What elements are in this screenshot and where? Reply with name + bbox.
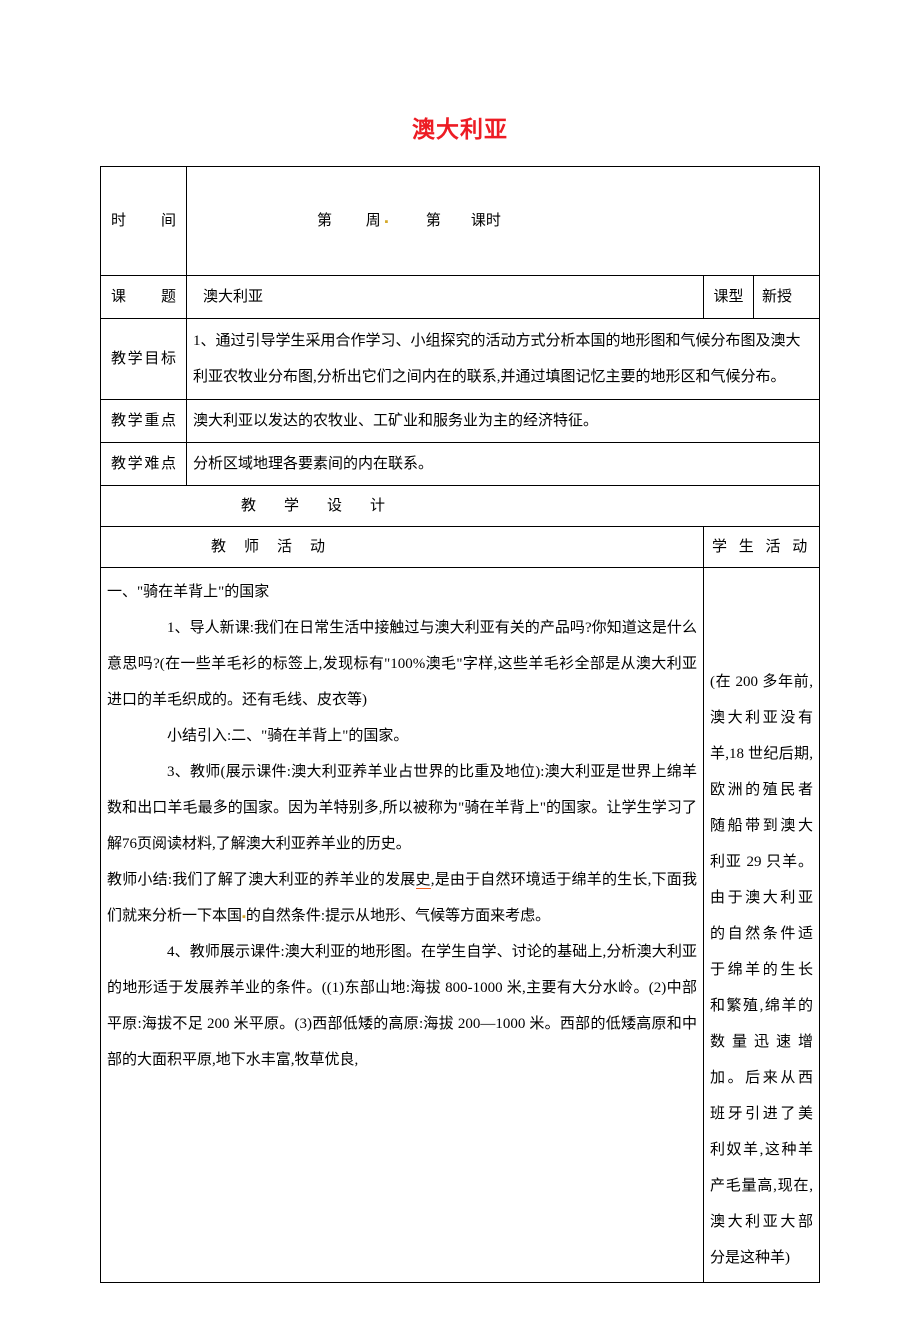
row-time: 时 间 第 周 ▪ 第 课时	[101, 167, 820, 276]
lesson-plan-table: 时 间 第 周 ▪ 第 课时 课 题 澳大利亚 课型 新授 教学目标 1、通过引…	[100, 166, 820, 1283]
value-type: 新授	[753, 276, 819, 319]
row-topic: 课 题 澳大利亚 课型 新授	[101, 276, 820, 319]
document-page: 澳大利亚 时 间 第 周 ▪ 第 课时 课 题 澳大利亚 课型 新授 教学目标	[0, 0, 920, 1323]
teacher-p4-text: 3、教师(展示课件:澳大利亚养羊业占世界的比重及地位):澳大利亚是世界上绵羊数和…	[107, 764, 697, 852]
design-header-end: 计	[370, 498, 385, 514]
design-header-span: 教学设	[241, 498, 370, 514]
teacher-hdr-span: 教师活	[211, 539, 310, 555]
teacher-p3: 小结引入:二、"骑在羊背上"的国家。	[107, 718, 697, 754]
value-time: 第 周 ▪ 第 课时	[187, 167, 820, 276]
row-focus: 教学重点 澳大利亚以发达的农牧业、工矿业和服务业为主的经济特征。	[101, 400, 820, 443]
row-activity-header: 教师活动 学 生 活 动	[101, 527, 820, 568]
student-body-spacer	[710, 574, 813, 664]
teacher-p5d: 的自然条件:提示从地形、气候等方面来考虑。	[246, 908, 550, 924]
student-activity-header: 学 生 活 动	[703, 527, 819, 568]
row-design-header: 教学设计	[101, 486, 820, 527]
label-focus: 教学重点	[101, 400, 187, 443]
value-goal: 1、通过引导学生采用合作学习、小组探究的活动方式分析本国的地形图和气候分布图及澳…	[187, 319, 820, 400]
value-difficulty: 分析区域地理各要素间的内在联系。	[187, 443, 820, 486]
teacher-p1: 一、"骑在羊背上"的国家	[107, 574, 697, 610]
label-topic: 课 题	[101, 276, 187, 319]
row-difficulty: 教学难点 分析区域地理各要素间的内在联系。	[101, 443, 820, 486]
teacher-p6: 4、教师展示课件:澳大利亚的地形图。在学生自学、讨论的基础上,分析澳大利亚的地形…	[107, 934, 697, 1078]
student-activity-body: (在 200 多年前,澳大利亚没有羊,18 世纪后期,欧洲的殖民者随船带到澳大利…	[703, 568, 819, 1283]
teacher-p3-text: 小结引入:二、"骑在羊背上"的国家。	[167, 728, 408, 744]
row-goal: 教学目标 1、通过引导学生采用合作学习、小组探究的活动方式分析本国的地形图和气候…	[101, 319, 820, 400]
teacher-p4: 3、教师(展示课件:澳大利亚养羊业占世界的比重及地位):澳大利亚是世界上绵羊数和…	[107, 754, 697, 862]
value-focus: 澳大利亚以发达的农牧业、工矿业和服务业为主的经济特征。	[187, 400, 820, 443]
teacher-p2-text: 1、导人新课:我们在日常生活中接触过与澳大利亚有关的产品吗?你知道这是什么意思吗…	[107, 620, 697, 708]
time-text-2: 第 课时	[388, 213, 501, 229]
label-goal: 教学目标	[101, 319, 187, 400]
teacher-activity-header: 教师活动	[101, 527, 704, 568]
teacher-hdr-end: 动	[310, 539, 325, 555]
label-type: 课型	[703, 276, 753, 319]
value-topic: 澳大利亚	[187, 276, 704, 319]
label-time: 时 间	[101, 167, 187, 276]
teacher-p5a: 教师小结:我们了解了澳大利亚的养羊业的发展	[107, 872, 416, 888]
label-difficulty: 教学难点	[101, 443, 187, 486]
teacher-p2: 1、导人新课:我们在日常生活中接触过与澳大利亚有关的产品吗?你知道这是什么意思吗…	[107, 610, 697, 718]
teacher-p5: 教师小结:我们了解了澳大利亚的养羊业的发展史,是由于自然环境适于绵羊的生长,下面…	[107, 862, 697, 934]
student-p1: (在 200 多年前,澳大利亚没有羊,18 世纪后期,欧洲的殖民者随船带到澳大利…	[710, 674, 813, 1266]
design-header-text: 教学设计	[101, 486, 820, 527]
time-text-1: 第 周	[317, 213, 385, 229]
teacher-p5b: 史	[416, 872, 431, 889]
document-title: 澳大利亚	[100, 110, 820, 144]
teacher-activity-body: 一、"骑在羊背上"的国家 1、导人新课:我们在日常生活中接触过与澳大利亚有关的产…	[101, 568, 704, 1283]
row-activity-body: 一、"骑在羊背上"的国家 1、导人新课:我们在日常生活中接触过与澳大利亚有关的产…	[101, 568, 820, 1283]
